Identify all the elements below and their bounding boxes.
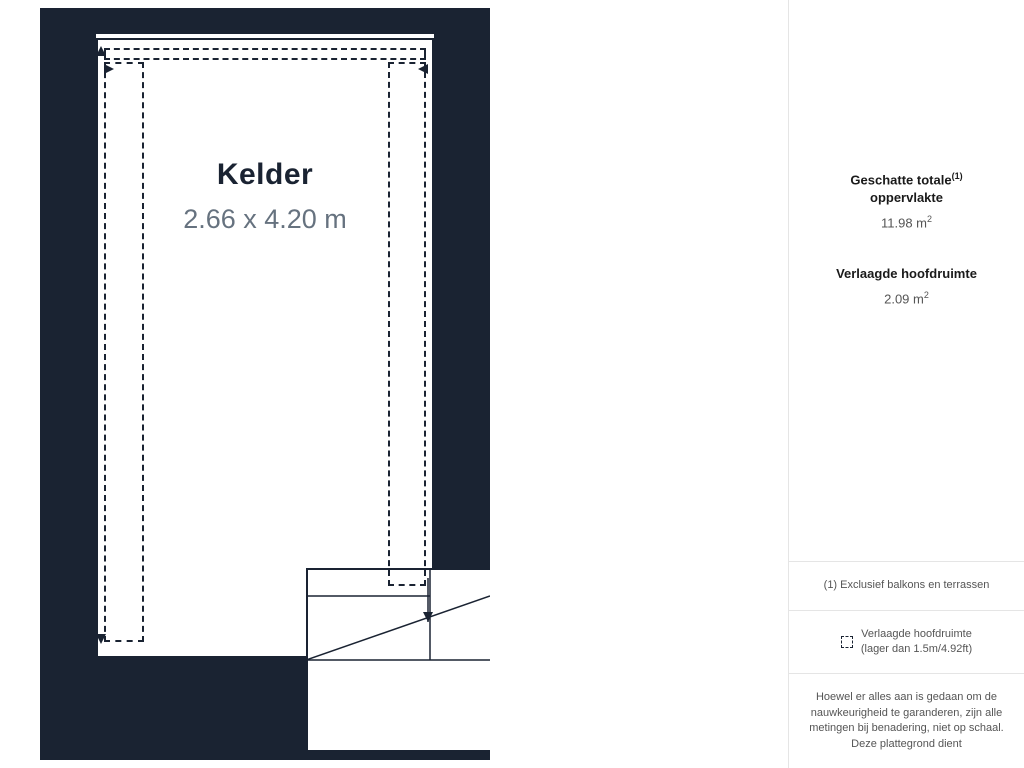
room-dimensions: 2.66 x 4.20 m <box>96 204 434 235</box>
dashed-region-top <box>104 48 426 60</box>
annex-stairs-icon <box>306 568 490 750</box>
footnote-exclusions: (1) Exclusief balkons en terrassen <box>789 561 1024 609</box>
room-title: Kelder <box>96 158 434 192</box>
arrow-down-icon <box>96 634 106 644</box>
legend-line1: Verlaagde hoofdruimte <box>861 628 972 640</box>
disclaimer-text: Hoewel er alles aan is gedaan om de nauw… <box>809 691 1003 749</box>
stat-label-line1: Verlaagde hoofdruimte <box>836 266 977 281</box>
stat-value-num: 11.98 m <box>881 216 927 231</box>
legend-line2: (lager dan 1.5m/4.92ft) <box>861 643 972 655</box>
stat-label-sup: (1) <box>952 171 963 181</box>
stat-value: 2.09 m2 <box>809 290 1004 306</box>
arrow-right-icon <box>104 64 114 74</box>
legend-swatch-icon <box>841 636 853 648</box>
stat-label-line2: oppervlakte <box>870 190 943 205</box>
stat-label-line1: Geschatte totale <box>850 172 951 187</box>
legend-block: Verlaagde hoofdruimte (lager dan 1.5m/4.… <box>789 610 1024 674</box>
stat-reduced-headroom: Verlaagde hoofdruimte 2.09 m2 <box>809 265 1004 307</box>
stats-block: Geschatte totale(1) oppervlakte 11.98 m2… <box>789 0 1024 561</box>
floorplan-panel: Kelder 2.66 x 4.20 m <box>0 0 530 768</box>
arrow-left-icon <box>418 64 428 74</box>
stat-value-sup: 2 <box>927 214 932 224</box>
stat-total-area: Geschatte totale(1) oppervlakte 11.98 m2 <box>809 170 1004 231</box>
stat-label: Geschatte totale(1) oppervlakte <box>809 170 1004 206</box>
stat-label: Verlaagde hoofdruimte <box>809 265 1004 283</box>
stat-value-num: 2.09 m <box>884 292 924 307</box>
dashed-region-left <box>104 62 144 642</box>
stat-value-sup: 2 <box>924 290 929 300</box>
room-main-outline <box>96 38 434 658</box>
footnote-text: (1) Exclusief balkons en terrassen <box>824 579 990 591</box>
spacer <box>530 0 788 768</box>
dashed-region-right <box>388 62 426 586</box>
info-sidebar: Geschatte totale(1) oppervlakte 11.98 m2… <box>788 0 1024 768</box>
floorplan-frame: Kelder 2.66 x 4.20 m <box>40 8 490 760</box>
stat-value: 11.98 m2 <box>809 214 1004 230</box>
arrow-up-icon <box>96 46 106 56</box>
disclaimer-block: Hoewel er alles aan is gedaan om de nauw… <box>789 673 1024 768</box>
